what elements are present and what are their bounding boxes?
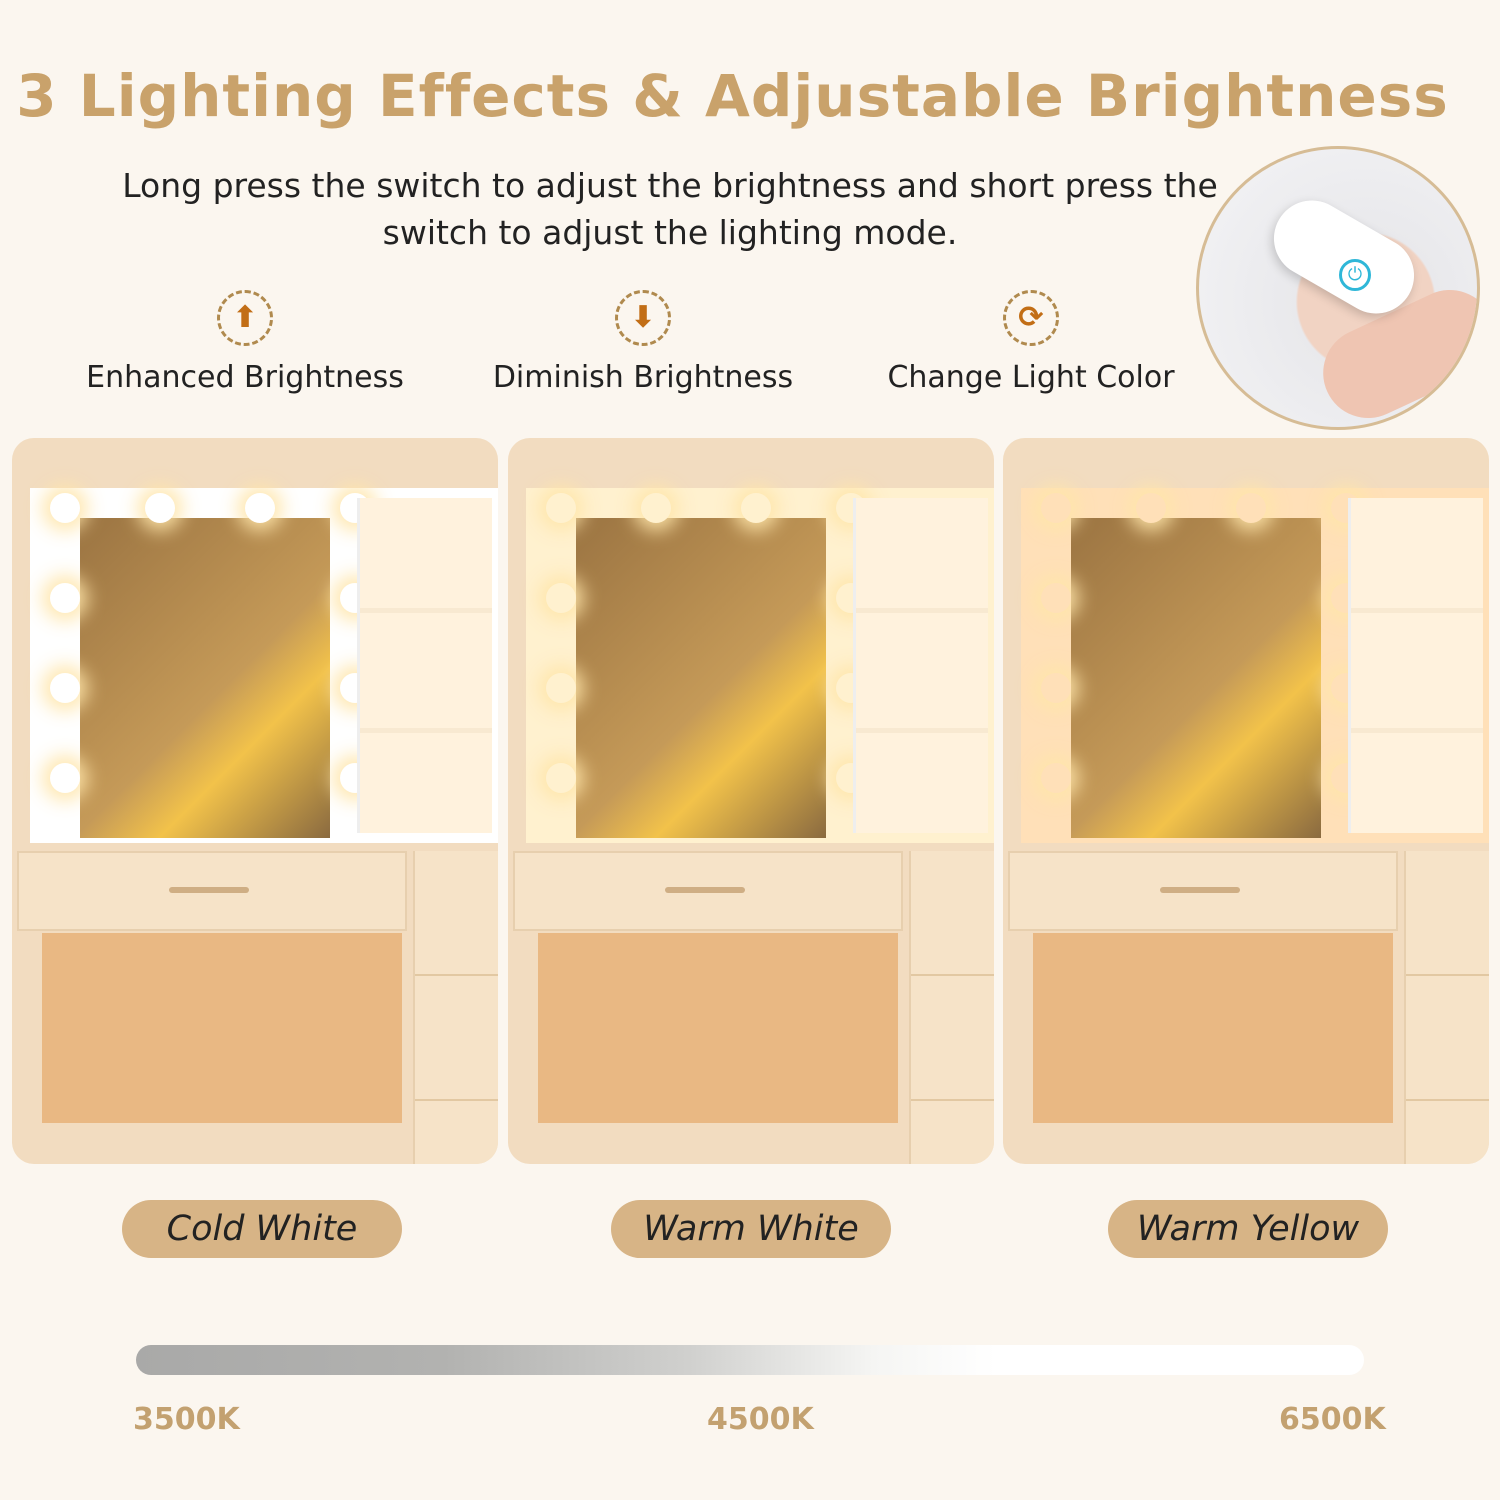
knee-space [42, 933, 402, 1123]
mode-label-warm-white: Warm White [611, 1200, 891, 1258]
light-bulb [1041, 673, 1071, 703]
light-bulb [546, 493, 576, 523]
cycle-icon: ⟳ [1003, 290, 1059, 346]
arrow-up-icon: ⬆ [217, 290, 273, 346]
shelves [357, 498, 492, 833]
vanity-photo-3 [1003, 438, 1489, 1164]
light-bulb [50, 493, 80, 523]
arrow-down-icon: ⬇ [615, 290, 671, 346]
mode-label-warm-yellow: Warm Yellow [1108, 1200, 1388, 1258]
light-bulb [1236, 493, 1266, 523]
side-cabinet [413, 851, 498, 1164]
mirror [1071, 518, 1321, 838]
mirror [576, 518, 826, 838]
light-bulb [741, 493, 771, 523]
mirror-frame [30, 488, 498, 843]
light-bulb [245, 493, 275, 523]
tick-4500k: 4500K [707, 1402, 814, 1437]
shelves [1348, 498, 1483, 833]
light-bulb [546, 673, 576, 703]
feature-label: Enhanced Brightness [86, 360, 404, 395]
feature-label: Diminish Brightness [492, 360, 794, 395]
mode-label-cold-white: Cold White [122, 1200, 402, 1258]
knee-space [538, 933, 898, 1123]
light-bulb [1041, 763, 1071, 793]
light-bulb [145, 493, 175, 523]
vanity-photo-2 [508, 438, 994, 1164]
desk-drawer [1008, 851, 1398, 931]
mirror [80, 518, 330, 838]
tick-6500k: 6500K [1279, 1402, 1386, 1437]
light-bulb [50, 673, 80, 703]
light-bulb [1136, 493, 1166, 523]
light-bulb [50, 763, 80, 793]
light-bulb [641, 493, 671, 523]
feature-diminish-brightness: ⬇ Diminish Brightness [463, 290, 823, 395]
color-temperature-bar [136, 1345, 1364, 1375]
feature-enhanced-brightness: ⬆ Enhanced Brightness [65, 290, 425, 395]
tick-3500k: 3500K [133, 1402, 240, 1437]
desk-drawer [513, 851, 903, 931]
shelves [853, 498, 988, 833]
mirror-frame [526, 488, 994, 843]
light-bulb [1041, 583, 1071, 613]
feature-label: Change Light Color [887, 360, 1175, 395]
knee-space [1033, 933, 1393, 1123]
light-bulb [546, 583, 576, 613]
desk-drawer [17, 851, 407, 931]
power-icon: ⏻ [1339, 259, 1371, 291]
switch-photo: ⏻ [1196, 146, 1480, 430]
light-bulb [546, 763, 576, 793]
feature-change-light-color: ⟳ Change Light Color [851, 290, 1211, 395]
side-cabinet [1404, 851, 1489, 1164]
light-bulb [50, 583, 80, 613]
page-title: 3 Lighting Effects & Adjustable Brightne… [16, 62, 1449, 130]
mirror-frame [1021, 488, 1489, 843]
vanity-photo-1 [12, 438, 498, 1164]
subtitle: Long press the switch to adjust the brig… [122, 166, 1218, 252]
light-bulb [1041, 493, 1071, 523]
side-cabinet [909, 851, 994, 1164]
